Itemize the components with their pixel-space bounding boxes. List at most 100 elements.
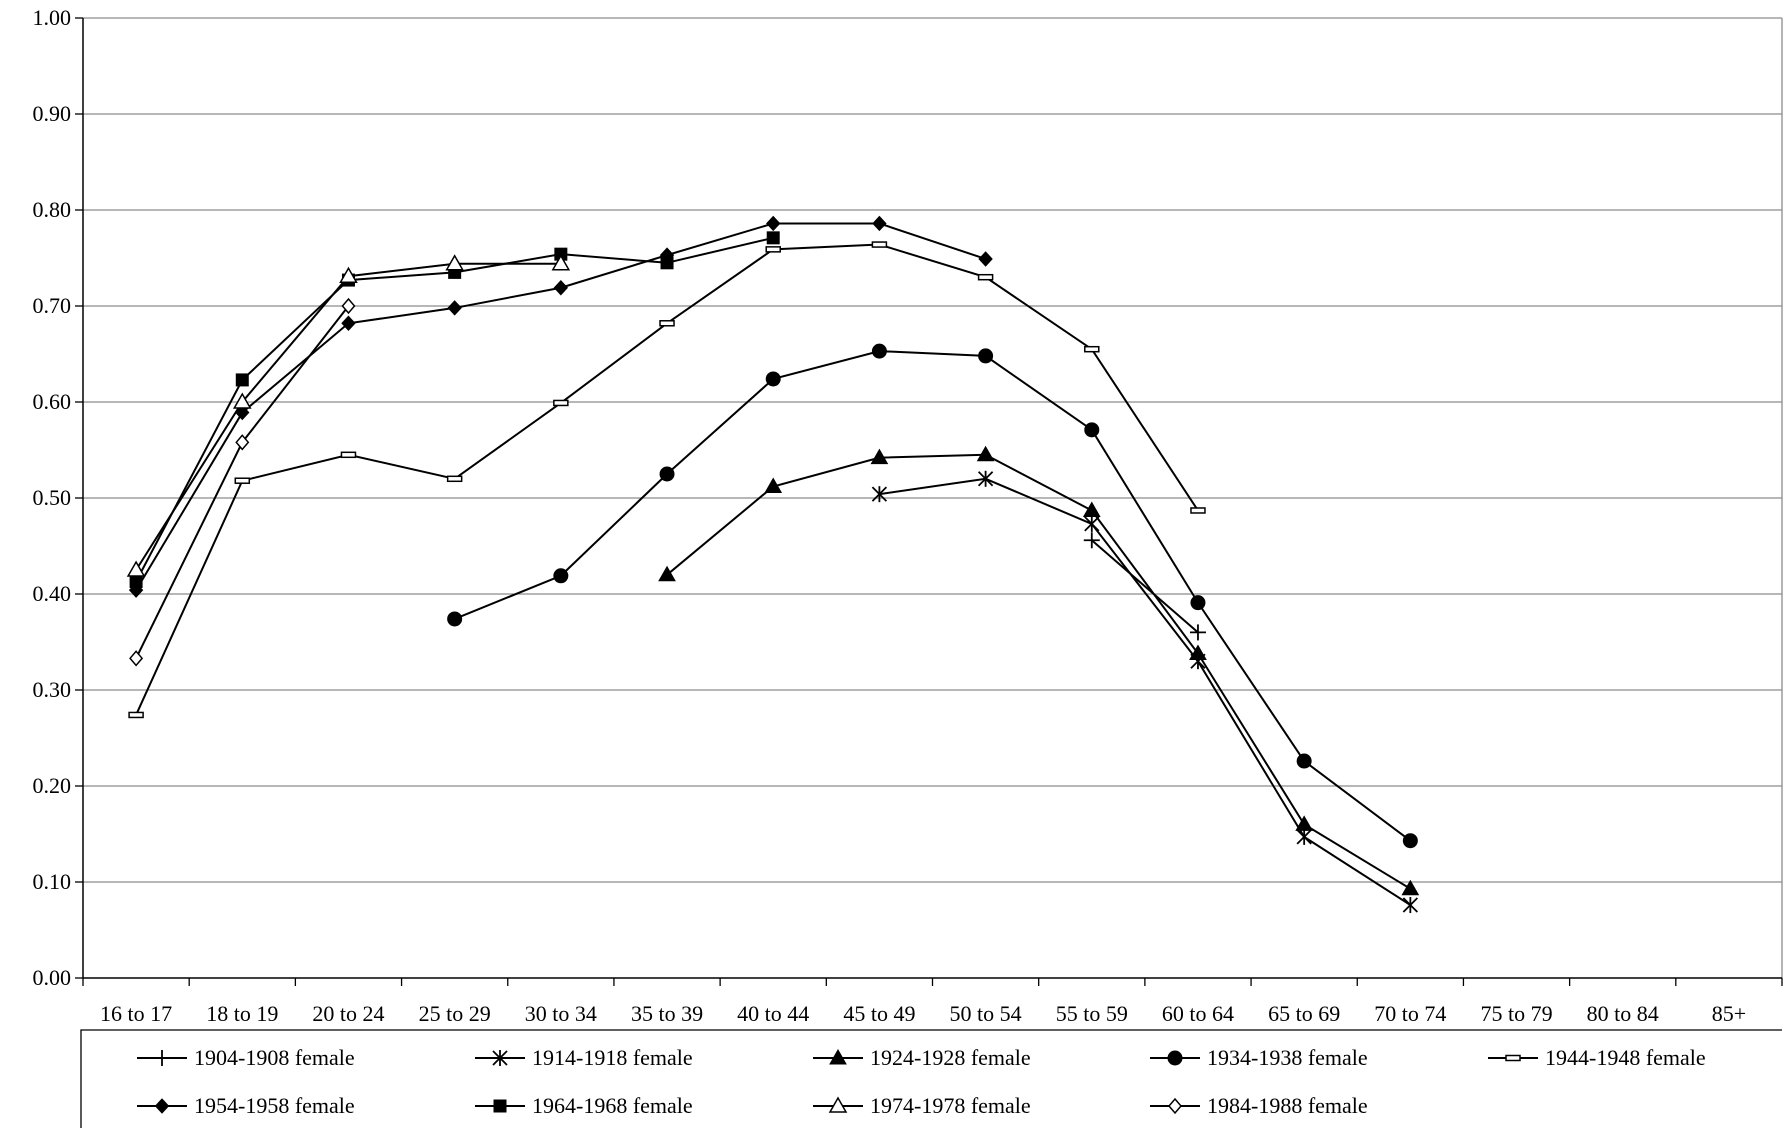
x-tick-labels: 16 to 17 18 to 19 20 to 24 25 to 29 30 to 34… (100, 1001, 1746, 1026)
data-point (1189, 644, 1207, 661)
series-1974-1978-female (126, 254, 571, 577)
data-point (553, 280, 569, 296)
data-point (1083, 532, 1100, 549)
data-point (977, 273, 994, 281)
data-point (871, 241, 888, 248)
axes (75, 17, 1783, 986)
x-tick-label: 35 to 39 (631, 1001, 703, 1026)
data-point (447, 611, 463, 627)
y-tick-label: 0.00 (33, 965, 72, 990)
series-1924-1928-female (658, 445, 1420, 896)
y-tick-label: 0.20 (33, 773, 72, 798)
legend-entry: 1964-1968 female (475, 1093, 693, 1118)
x-tick-label: 20 to 24 (312, 1001, 384, 1026)
series-1964-1968-female (129, 231, 780, 589)
x-tick-label: 75 to 79 (1480, 1001, 1552, 1026)
data-point (553, 568, 569, 584)
legend-entry: 1904-1908 female (137, 1045, 355, 1070)
data-point (129, 575, 143, 589)
x-tick-label: 25 to 29 (419, 1001, 491, 1026)
data-point (829, 1048, 847, 1065)
x-tick-label: 85+ (1712, 1001, 1746, 1026)
data-point (492, 1050, 508, 1066)
x-tick-label: 60 to 64 (1162, 1001, 1234, 1026)
data-point (976, 445, 995, 462)
legend: 1904-1908 female 1914-1918 female 1924-192… (80, 1029, 1782, 1128)
x-tick-label: 70 to 74 (1374, 1001, 1446, 1026)
data-point (341, 297, 356, 315)
data-point (234, 477, 251, 484)
gridlines (83, 17, 1783, 978)
legend-border (80, 1029, 1782, 1128)
data-point (235, 373, 249, 387)
series-line (879, 477, 1411, 906)
data-point (446, 475, 463, 483)
data-point (871, 486, 888, 503)
data-point (1084, 515, 1100, 532)
data-point (764, 477, 783, 493)
data-point (235, 434, 250, 451)
series-1934-1938-female (447, 343, 1418, 849)
data-point (660, 256, 674, 270)
legend-label: 1904-1908 female (194, 1045, 355, 1070)
data-point (828, 1096, 848, 1113)
series-1954-1958-female (128, 215, 993, 598)
data-point (1401, 879, 1420, 896)
data-point (766, 215, 781, 232)
data-point (1084, 345, 1100, 353)
data-point (553, 399, 569, 407)
y-tick-label: 0.40 (33, 581, 72, 606)
data-point (978, 251, 993, 267)
data-point (126, 560, 146, 577)
series-1984-1988-female (129, 297, 356, 667)
data-point (128, 711, 144, 719)
x-tick-label: 18 to 19 (206, 1001, 278, 1026)
data-point (1168, 1097, 1182, 1115)
data-point (493, 1099, 507, 1113)
data-point (977, 470, 994, 487)
legend-entry: 1954-1958 female (137, 1093, 355, 1118)
data-point (658, 565, 676, 582)
series-lines (126, 215, 1420, 914)
data-point (1190, 595, 1206, 611)
data-point (554, 247, 568, 261)
data-point (1190, 507, 1206, 514)
y-tick-label: 0.90 (33, 101, 72, 126)
series-1904-1908-female (1083, 532, 1206, 641)
legend-entry: 1924-1928 female (813, 1045, 1031, 1070)
legend-entry: 1944-1948 female (1488, 1045, 1706, 1070)
series-1944-1948-female (128, 241, 1206, 719)
data-point (1505, 1054, 1521, 1062)
series-line (135, 236, 774, 582)
data-point (341, 315, 356, 332)
legend-entry: 1984-1988 female (1150, 1093, 1368, 1118)
x-tick-label: 50 to 54 (950, 1001, 1022, 1026)
data-point (129, 650, 144, 667)
series-1914-1918-female (871, 470, 1418, 914)
data-point (339, 266, 358, 283)
legend-label: 1924-1928 female (870, 1045, 1031, 1070)
y-tick-label: 0.70 (33, 293, 72, 318)
y-tick-label: 1.00 (33, 5, 72, 30)
data-point (1296, 828, 1312, 845)
x-tick-label: 65 to 69 (1268, 1001, 1340, 1026)
data-point (1084, 422, 1100, 438)
legend-label: 1934-1938 female (1207, 1045, 1368, 1070)
data-point (1082, 501, 1101, 517)
y-tick-label: 0.50 (33, 485, 72, 510)
data-point (551, 254, 571, 271)
data-point (871, 343, 887, 359)
legend-label: 1944-1948 female (1545, 1045, 1706, 1070)
legend-label: 1974-1978 female (870, 1093, 1031, 1118)
legend-entry: 1934-1938 female (1150, 1045, 1368, 1070)
x-tick-label: 30 to 34 (525, 1001, 597, 1026)
series-line (454, 350, 1411, 842)
series-line (1091, 539, 1199, 634)
data-point (870, 448, 889, 465)
data-point (978, 348, 994, 364)
x-tick-label: 45 to 49 (843, 1001, 915, 1026)
data-point (232, 392, 252, 409)
data-point (1295, 815, 1314, 831)
